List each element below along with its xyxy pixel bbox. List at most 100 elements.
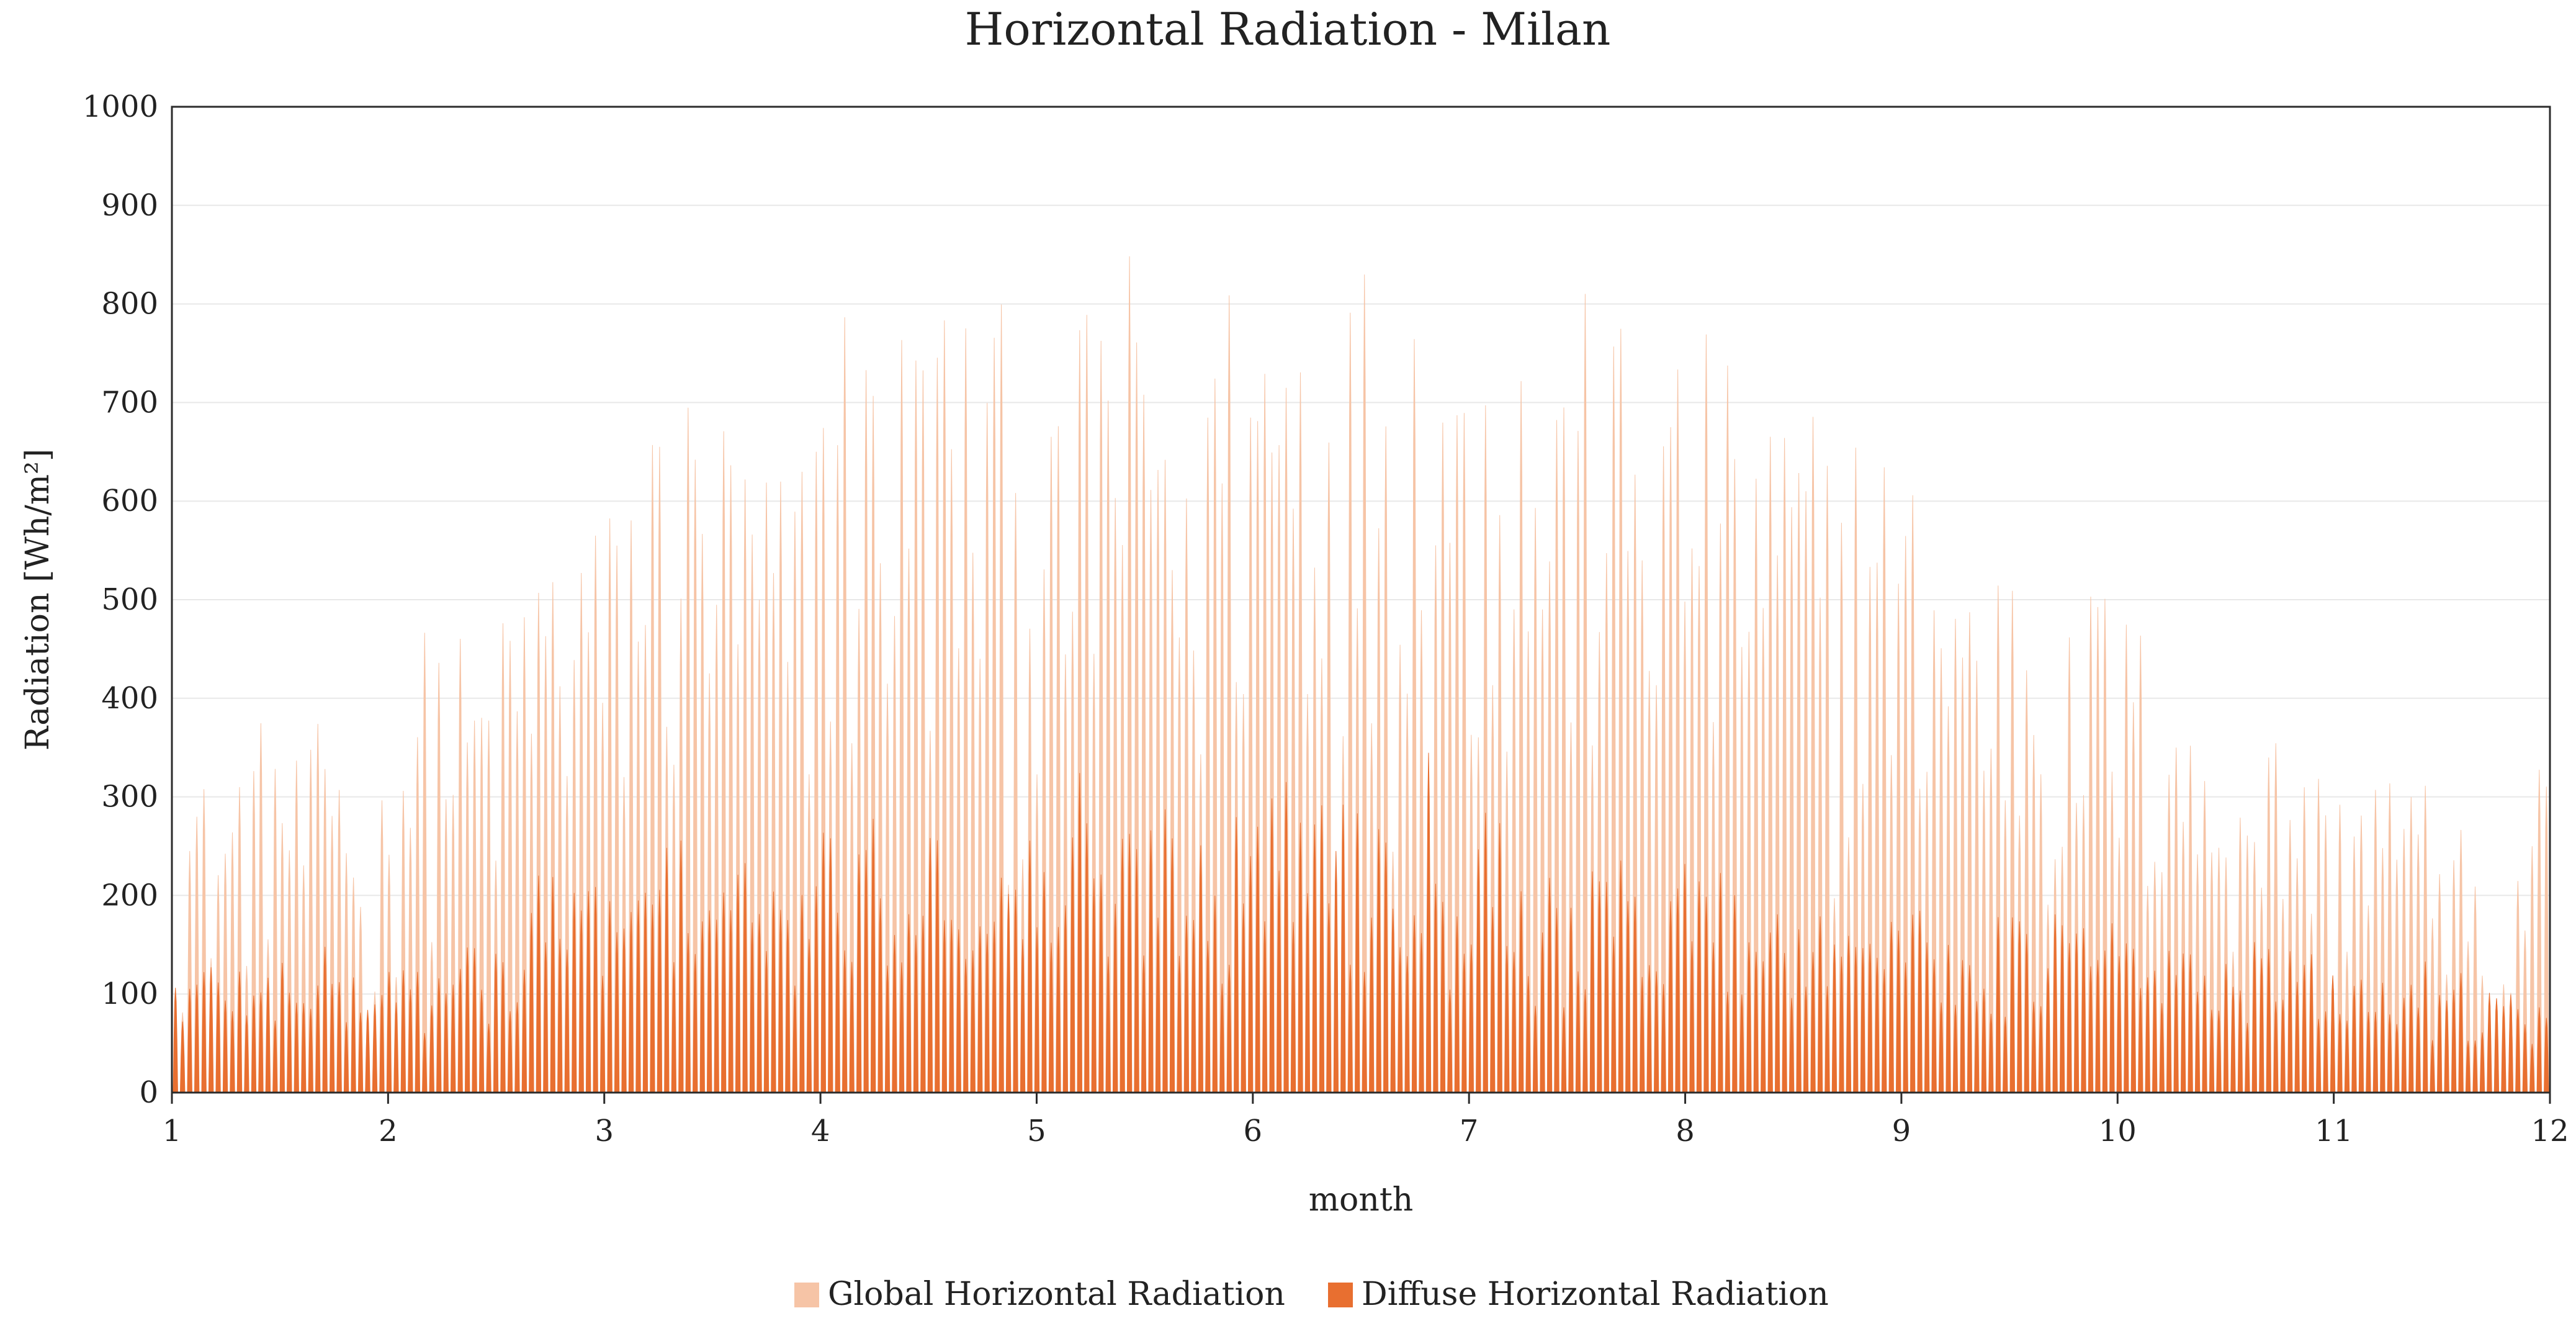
global-series-day-148 [1219, 483, 1225, 1093]
diffuse-series-day-102 [892, 935, 897, 1093]
global-series-day-258 [2003, 800, 2008, 1093]
y-tick-label-100: 100 [101, 976, 158, 1011]
diffuse-series-day-87 [785, 919, 791, 1093]
global-series-day-15 [272, 769, 278, 1093]
diffuse-series-day-266 [2059, 925, 2065, 1093]
diffuse-series-day-141 [1169, 838, 1175, 1093]
diffuse-series-day-106 [920, 916, 926, 1093]
legend-label-global: Global Horizontal Radiation [828, 1276, 1285, 1313]
global-series-day-324 [2472, 886, 2478, 1093]
diffuse-series-day-152 [1247, 856, 1254, 1093]
global-series-day-13 [258, 723, 264, 1093]
diffuse-series-day-116 [991, 921, 997, 1093]
diffuse-series-day-4 [194, 985, 200, 1093]
diffuse-series-day-137 [1141, 955, 1147, 1093]
diffuse-series-day-28 [365, 1009, 370, 1093]
diffuse-series-day-216 [1703, 896, 1709, 1093]
diffuse-series-day-81 [742, 863, 748, 1093]
diffuse-series-day-240 [1874, 957, 1880, 1093]
diffuse-series-day-14 [265, 977, 271, 1093]
global-series-day-239 [1867, 567, 1873, 1093]
diffuse-series-day-83 [756, 914, 762, 1093]
diffuse-series-day-42 [464, 947, 470, 1093]
diffuse-series-day-25 [343, 1022, 349, 1093]
diffuse-series-day-121 [1027, 841, 1033, 1093]
diffuse-series-day-197 [1568, 908, 1574, 1093]
global-series-day-225 [1767, 436, 1773, 1093]
diffuse-series-day-186 [1490, 907, 1496, 1093]
diffuse-series-day-211 [1667, 901, 1674, 1093]
diffuse-series-day-148 [1219, 983, 1225, 1093]
diffuse-series-day-260 [2017, 921, 2022, 1093]
diffuse-series-day-142 [1177, 955, 1182, 1093]
diffuse-series-day-21 [315, 985, 321, 1093]
diffuse-series-day-223 [1753, 952, 1759, 1093]
plot-area-frame [171, 106, 2551, 1094]
x-tick-label-4: 4 [811, 1114, 830, 1148]
x-tick-label-10: 10 [2099, 1114, 2137, 1148]
diffuse-series-day-145 [1198, 845, 1204, 1093]
global-series-day-277 [2138, 635, 2143, 1093]
global-series-day-38 [436, 662, 442, 1093]
global-series-day-182 [1461, 413, 1467, 1093]
global-series-day-240 [1874, 562, 1880, 1093]
diffuse-radiation-series [173, 752, 2549, 1093]
diffuse-series-day-135 [1126, 834, 1133, 1093]
diffuse-series-day-173 [1397, 947, 1403, 1093]
global-series-day-305 [2337, 805, 2343, 1093]
diffuse-series-day-326 [2487, 993, 2492, 1093]
diffuse-series-day-54 [550, 877, 556, 1093]
diffuse-series-day-306 [2344, 1020, 2350, 1093]
diffuse-series-day-5 [201, 972, 207, 1093]
diffuse-series-day-120 [1020, 939, 1026, 1093]
diffuse-series-day-311 [2380, 983, 2385, 1093]
diffuse-series-day-9 [230, 1011, 235, 1093]
diffuse-series-day-72 [678, 840, 684, 1093]
diffuse-series-day-67 [642, 893, 648, 1093]
diffuse-series-day-112 [963, 958, 969, 1093]
diffuse-series-day-40 [450, 985, 456, 1093]
global-series-day-45 [486, 720, 491, 1093]
diffuse-series-day-272 [2102, 950, 2108, 1093]
diffuse-series-day-190 [1518, 891, 1524, 1093]
diffuse-series-day-174 [1404, 956, 1410, 1093]
diffuse-series-day-82 [749, 922, 755, 1093]
global-series-day-233 [1824, 466, 1830, 1093]
diffuse-series-day-232 [1817, 916, 1823, 1093]
diffuse-series-day-231 [1810, 952, 1816, 1093]
y-tick-label-0: 0 [139, 1075, 158, 1110]
y-axis-tick-labels: 0 100 200 300 400 500 600 700 800 900 1000 [83, 89, 158, 1110]
global-series-day-199 [1582, 294, 1588, 1093]
diffuse-series-day-166 [1347, 964, 1353, 1093]
diffuse-series-day-286 [2202, 975, 2207, 1093]
global-series-day-262 [2031, 734, 2037, 1093]
global-series-day-332 [2529, 846, 2535, 1093]
diffuse-series-day-310 [2372, 1011, 2379, 1093]
diffuse-series-day-213 [1682, 864, 1688, 1093]
diffuse-series-day-255 [1981, 988, 1987, 1093]
global-series-day-296 [2273, 743, 2279, 1093]
diffuse-series-day-206 [1632, 896, 1638, 1093]
global-series-day-216 [1703, 334, 1709, 1093]
diffuse-series-day-39 [443, 993, 449, 1093]
diffuse-series-day-123 [1041, 872, 1047, 1093]
diffuse-series-day-7 [215, 982, 221, 1093]
diffuse-series-day-41 [457, 968, 463, 1093]
global-series-day-302 [2315, 778, 2322, 1093]
diffuse-series-day-109 [941, 920, 948, 1093]
diffuse-series-day-217 [1710, 942, 1717, 1093]
diffuse-series-day-292 [2245, 1022, 2250, 1093]
global-series-day-139 [1155, 469, 1161, 1093]
diffuse-series-day-129 [1084, 823, 1090, 1093]
diffuse-series-day-183 [1468, 944, 1474, 1093]
global-series-day-84 [763, 482, 770, 1093]
diffuse-series-day-124 [1048, 942, 1054, 1093]
diffuse-series-day-96 [849, 962, 855, 1093]
legend: Global Horizontal Radiation Diffuse Hori… [794, 1276, 1829, 1313]
diffuse-series-day-46 [493, 954, 499, 1093]
diffuse-series-day-222 [1746, 942, 1752, 1093]
diffuse-series-day-185 [1483, 813, 1488, 1093]
diffuse-series-day-309 [2366, 1012, 2371, 1093]
diffuse-series-day-153 [1255, 826, 1260, 1093]
